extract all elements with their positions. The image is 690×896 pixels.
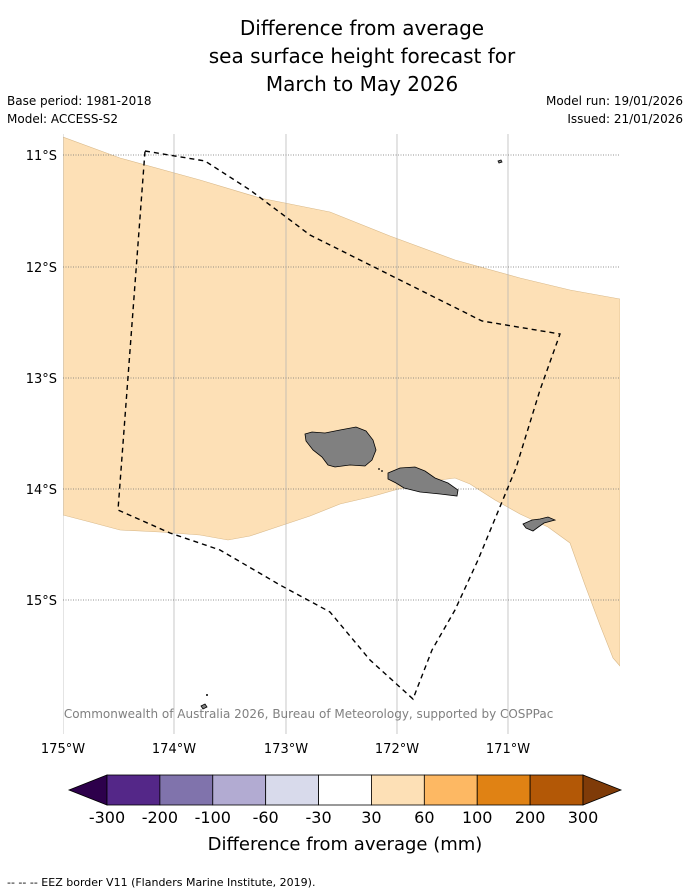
colorbar-title: Difference from average (mm) [208, 834, 483, 855]
lon-label-175w: 175°W [41, 742, 85, 757]
model-label: Model: ACCESS-S2 [7, 112, 119, 126]
colorbar-tick-label: 200 [515, 808, 546, 827]
longitude-labels: 175°W 174°W 173°W 172°W 171°W [41, 742, 530, 757]
issued-label: Issued: 21/01/2026 [567, 112, 683, 126]
colorbar-tick-label: -100 [195, 808, 231, 827]
colorbar [67, 774, 623, 806]
colorbar-extend-high [582, 774, 623, 806]
colorbar-segment [159, 774, 214, 806]
title-line-3: March to May 2026 [265, 72, 459, 96]
colorbar-tick-label: 300 [568, 808, 599, 827]
lon-label-173w: 173°W [264, 742, 308, 757]
colorbar-tick-label: 100 [462, 808, 493, 827]
lat-label-14s: 14°S [26, 483, 57, 498]
colorbar-segment [106, 774, 161, 806]
model-run-label: Model run: 19/01/2026 [545, 94, 683, 108]
colorbar-segment [265, 774, 319, 806]
colorbar-tick-label: -30 [305, 808, 331, 827]
island-savaii [304, 426, 377, 468]
lat-label-11s: 11°S [26, 149, 57, 164]
colorbar-tick-label: 30 [361, 808, 381, 827]
lon-label-174w: 174°W [152, 742, 196, 757]
eez-legend-note: -- -- -- EEZ border V11 (Flanders Marine… [7, 876, 316, 889]
land-islands [200, 159, 557, 710]
base-period-label: Base period: 1981-2018 [7, 94, 152, 108]
colorbar-tick-label: -60 [253, 808, 279, 827]
colorbar-segment [318, 774, 372, 806]
colorbar-tick-label: -200 [142, 808, 178, 827]
colorbar-tick-labels: -300 -200 -100 -60 -30 30 60 100 200 300 [89, 808, 598, 827]
anomaly-region-30-60 [63, 136, 620, 667]
lat-label-13s: 13°S [26, 372, 57, 387]
island-swains [497, 159, 503, 164]
lon-label-171w: 171°W [486, 742, 530, 757]
title-line-2: sea surface height forecast for [208, 44, 516, 68]
island-tutuila [522, 516, 557, 532]
copyright-notice: © Commonwealth of Australia 2026, Bureau… [48, 707, 553, 721]
colorbar-segment [212, 774, 267, 806]
lat-label-15s: 15°S [26, 594, 57, 609]
colorbar-segment [476, 774, 531, 806]
map-title: Difference from average sea surface heig… [0, 14, 690, 98]
colorbar-tick-label: -300 [89, 808, 125, 827]
lon-label-172w: 172°W [375, 742, 419, 757]
eez-border [117, 150, 561, 701]
title-line-1: Difference from average [239, 16, 485, 40]
colorbar-segment [529, 774, 584, 806]
map-area: © Commonwealth of Australia 2026, Bureau… [48, 134, 620, 734]
colorbar-segment [371, 774, 425, 806]
colorbar-segment [423, 774, 478, 806]
graticule-parallels [63, 154, 620, 601]
island-small-south [200, 703, 208, 710]
lat-label-12s: 12°S [26, 261, 57, 276]
colorbar-extend-low [67, 774, 108, 806]
graticule-meridians [63, 134, 509, 734]
latitude-labels: 11°S 12°S 13°S 14°S 15°S [26, 149, 57, 609]
colorbar-tick-label: 60 [414, 808, 434, 827]
island-upolu [387, 466, 459, 497]
